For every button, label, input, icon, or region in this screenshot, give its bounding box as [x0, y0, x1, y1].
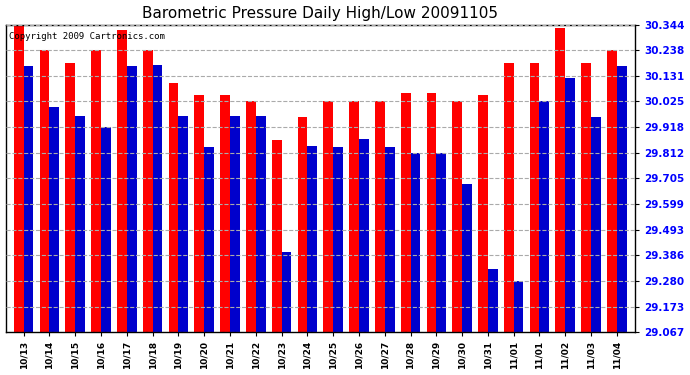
Bar: [282, 252, 291, 332]
Bar: [581, 63, 591, 332]
Bar: [540, 101, 549, 332]
Bar: [39, 50, 50, 332]
Bar: [453, 101, 462, 332]
Bar: [195, 95, 204, 332]
Bar: [375, 101, 385, 332]
Bar: [607, 50, 617, 332]
Bar: [297, 117, 307, 332]
Bar: [591, 117, 601, 332]
Bar: [168, 83, 179, 332]
Bar: [117, 30, 127, 332]
Bar: [324, 101, 333, 332]
Bar: [230, 116, 239, 332]
Bar: [555, 28, 565, 332]
Bar: [513, 281, 524, 332]
Bar: [462, 184, 472, 332]
Bar: [565, 78, 575, 332]
Bar: [272, 140, 282, 332]
Bar: [488, 269, 497, 332]
Text: Copyright 2009 Cartronics.com: Copyright 2009 Cartronics.com: [9, 32, 165, 41]
Bar: [478, 95, 488, 332]
Bar: [204, 147, 214, 332]
Bar: [179, 116, 188, 332]
Bar: [411, 153, 420, 332]
Bar: [426, 93, 436, 332]
Bar: [504, 63, 513, 332]
Bar: [401, 93, 411, 332]
Bar: [246, 101, 256, 332]
Bar: [66, 63, 75, 332]
Bar: [91, 50, 101, 332]
Bar: [143, 50, 152, 332]
Bar: [256, 116, 266, 332]
Bar: [101, 127, 111, 332]
Bar: [436, 153, 446, 332]
Bar: [359, 139, 368, 332]
Bar: [333, 147, 343, 332]
Title: Barometric Pressure Daily High/Low 20091105: Barometric Pressure Daily High/Low 20091…: [142, 6, 498, 21]
Bar: [220, 95, 230, 332]
Bar: [152, 65, 162, 332]
Bar: [50, 107, 59, 332]
Bar: [23, 66, 33, 332]
Bar: [14, 24, 23, 332]
Bar: [75, 116, 85, 332]
Bar: [385, 147, 395, 332]
Bar: [307, 146, 317, 332]
Bar: [617, 66, 627, 332]
Bar: [530, 63, 540, 332]
Bar: [127, 66, 137, 332]
Bar: [349, 101, 359, 332]
